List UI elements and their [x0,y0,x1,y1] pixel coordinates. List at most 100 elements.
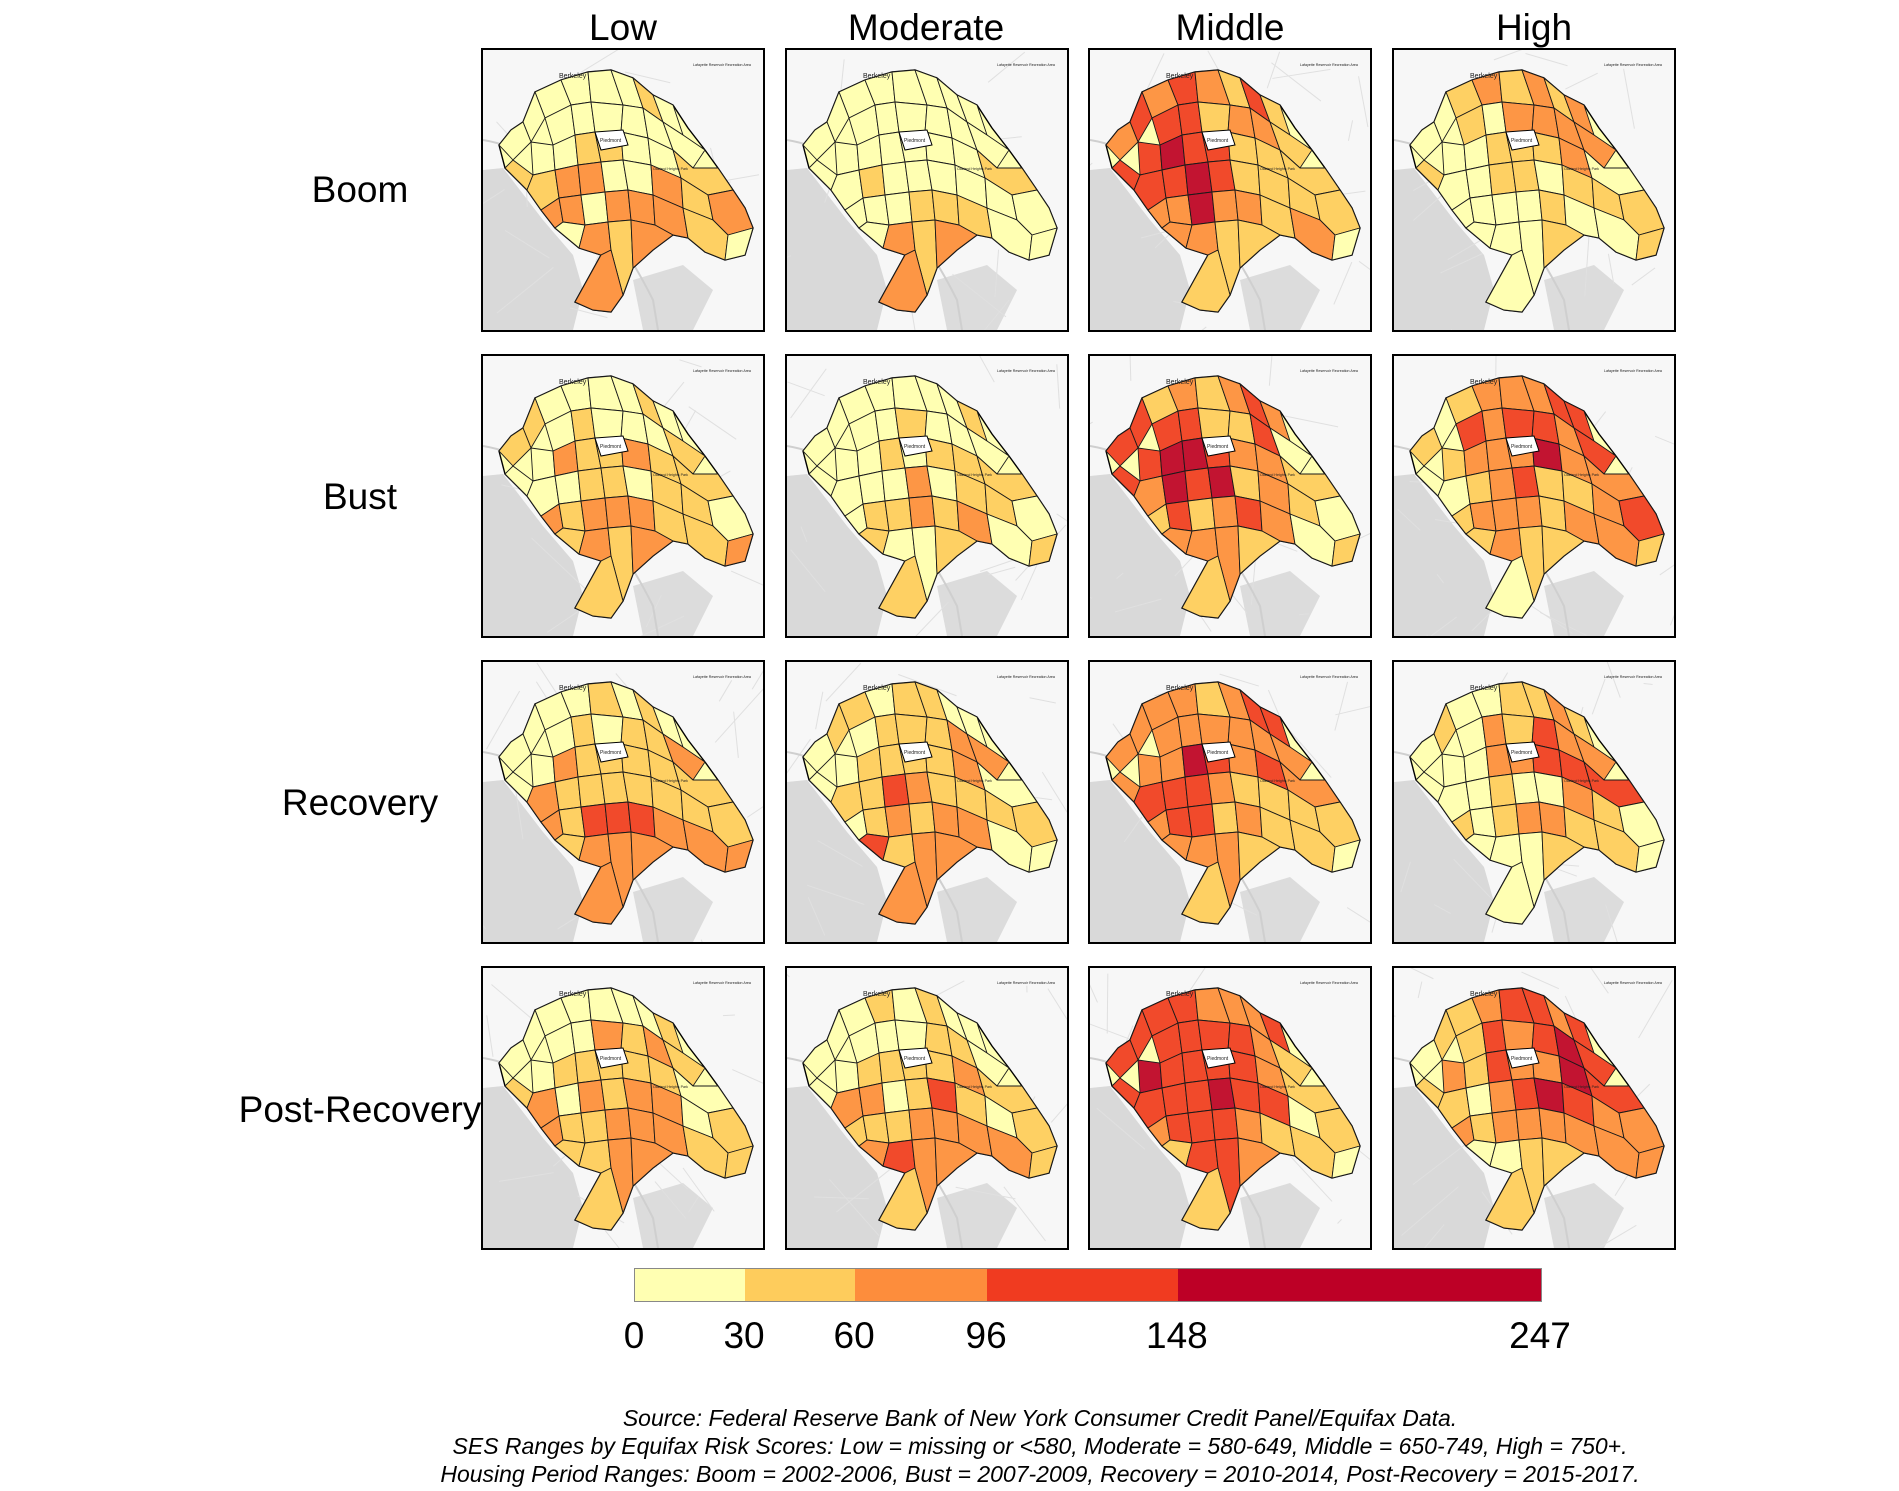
census-tract [1469,806,1497,838]
census-tract [662,426,706,475]
census-tract [1197,101,1231,133]
census-tract [1181,1167,1231,1231]
census-tract [1187,497,1216,532]
map-panel: Berkeley Piedmont Lafayette Reservoir Recr… [481,48,765,332]
basemap-street [1654,435,1674,445]
census-tract [934,525,978,575]
census-tract [1234,801,1263,838]
census-tract [1187,1109,1216,1144]
map-label-heights: Oakland Heights Park [1260,779,1295,783]
census-tract [1028,1145,1058,1179]
census-tract [1137,753,1163,788]
census-tract [934,219,978,269]
census-tract [1331,533,1361,567]
census-tract [911,525,938,603]
census-tract [1488,1079,1517,1114]
basemap-street [1284,415,1339,428]
map-label-piedmont: Piedmont [904,750,926,756]
census-tract [894,713,928,745]
census-tract [1137,1059,1163,1094]
basemap-street [952,273,1007,318]
census-tract [908,1107,936,1141]
map-label-berkeley: Berkeley [863,379,891,386]
census-tract [834,1059,860,1094]
basemap-street [787,381,825,397]
census-tract [884,191,913,226]
map-label-berkeley: Berkeley [559,991,587,998]
basemap-street [1050,1103,1067,1123]
map-panel: Berkeley Piedmont Lafayette Reservoir Recr… [1088,354,1372,638]
census-tract [554,470,582,505]
census-tract [1501,713,1535,745]
census-tract [1515,495,1543,529]
map-label-lafayette: Lafayette Reservoir Recreation Area [997,63,1055,67]
basemap-street [1271,62,1322,102]
census-tract [1165,806,1193,838]
census-tract [1197,713,1231,745]
basemap-street [1423,1224,1445,1248]
choropleth-map: Berkeley Piedmont Lafayette Reservoir Recr… [483,662,763,942]
basemap-street [807,897,826,936]
piedmont-area [1201,741,1236,763]
bay-water [937,877,1017,942]
basemap-street [1436,573,1445,584]
basemap-street [1631,267,1656,286]
census-tract [908,495,936,529]
basemap-street [1282,722,1332,778]
map-label-piedmont: Piedmont [1511,444,1533,450]
basemap-street [1106,973,1109,1034]
census-tract [1635,839,1665,873]
census-tract [1105,733,1139,773]
basemap-street [751,670,763,690]
census-tract [956,500,993,545]
basemap-street [1335,706,1370,716]
basemap-street [1096,1107,1146,1150]
basemap-street [1347,120,1354,141]
census-tract [1137,141,1163,176]
census-tract [956,194,993,239]
basemap-street [1266,51,1281,89]
census-tract [1161,1082,1189,1117]
census-tract [1237,831,1281,881]
map-panel: Berkeley Piedmont Lafayette Reservoir Recr… [785,660,1069,944]
census-tract [858,470,886,505]
bay-water [1090,780,1190,942]
basemap-street [1539,612,1587,636]
basemap-street [979,356,995,383]
census-tract [1269,732,1313,781]
census-tract [966,426,1010,475]
census-tract [894,1019,928,1051]
census-tract [1541,219,1585,269]
bay-water [1394,1086,1494,1248]
census-tract [1441,1059,1467,1094]
piedmont-area [898,129,933,151]
census-tract [1409,1039,1443,1079]
census-tract [558,1112,586,1144]
choropleth-map: Berkeley Piedmont Lafayette Reservoir Recr… [787,968,1067,1248]
census-tract [1469,1112,1497,1144]
census-tract [1137,447,1163,482]
census-tract [630,831,674,881]
basemap-street [1606,662,1621,698]
basemap-street [1250,559,1256,605]
census-tract [858,164,886,199]
census-tract [1234,1107,1263,1144]
census-tract [834,753,860,788]
census-tract [652,1112,689,1157]
census-tract [1269,426,1313,475]
census-tract [966,732,1010,781]
census-tract [498,427,532,467]
census-tract [1105,121,1139,161]
census-tract [1573,426,1617,475]
piedmont-area [594,1047,629,1069]
basemap-street [718,680,733,702]
basemap-street [825,662,862,702]
bay-water [1544,265,1624,330]
basemap-street [1521,971,1560,990]
census-tract [802,733,836,773]
basemap-street [787,738,811,774]
census-tract [1491,191,1520,226]
map-label-heights: Oakland Heights Park [1564,473,1599,477]
basemap-street [498,1172,554,1182]
census-tract [911,831,938,909]
